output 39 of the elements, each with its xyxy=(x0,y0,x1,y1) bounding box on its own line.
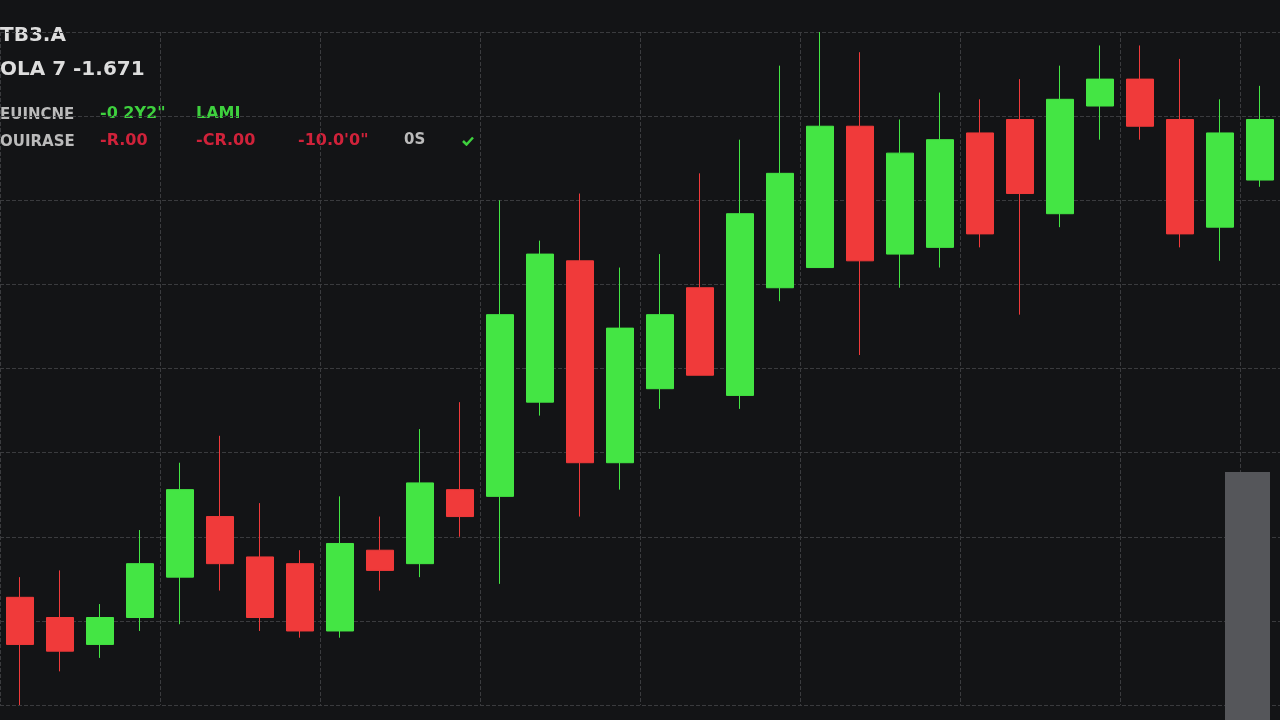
candlestick xyxy=(1206,98,1234,262)
candlestick xyxy=(566,193,594,518)
candlestick xyxy=(726,139,754,410)
candlestick xyxy=(486,199,514,585)
annotation: TB3.A xyxy=(0,22,67,46)
candlestick xyxy=(406,428,434,578)
candlestick xyxy=(126,529,154,632)
candlestick xyxy=(646,253,674,410)
candlestick xyxy=(526,240,554,417)
candlestick xyxy=(966,98,994,248)
candlestick xyxy=(286,549,314,639)
annotation: OUIRASE xyxy=(0,131,75,150)
candlestick xyxy=(446,401,474,538)
annotation: -CR.00 xyxy=(196,129,256,149)
candlestick xyxy=(1126,44,1154,141)
candlestick xyxy=(806,31,834,269)
candlestick xyxy=(86,603,114,659)
candlestick xyxy=(46,569,74,672)
candlestick xyxy=(1006,78,1034,316)
annotation: -10.0'0" xyxy=(298,129,369,149)
candlestick xyxy=(246,502,274,632)
candlestick xyxy=(166,462,194,625)
annotation: -R.00 xyxy=(100,129,148,149)
candlestick xyxy=(606,267,634,491)
annotation: OLA 7 -1.671 xyxy=(0,56,145,80)
candlestick xyxy=(1046,65,1074,228)
candlestick xyxy=(326,495,354,639)
candlestick xyxy=(846,51,874,356)
candlestick xyxy=(206,435,234,592)
candlestick xyxy=(1086,44,1114,141)
annotation: 0S xyxy=(404,129,426,148)
candlestick xyxy=(766,65,794,302)
candlestick xyxy=(1246,85,1274,188)
candlestick xyxy=(926,92,954,269)
candlestick xyxy=(1166,58,1194,248)
candlestick xyxy=(6,576,34,706)
candlestick xyxy=(686,172,714,376)
candlestick xyxy=(366,516,394,592)
candlestick xyxy=(886,118,914,289)
